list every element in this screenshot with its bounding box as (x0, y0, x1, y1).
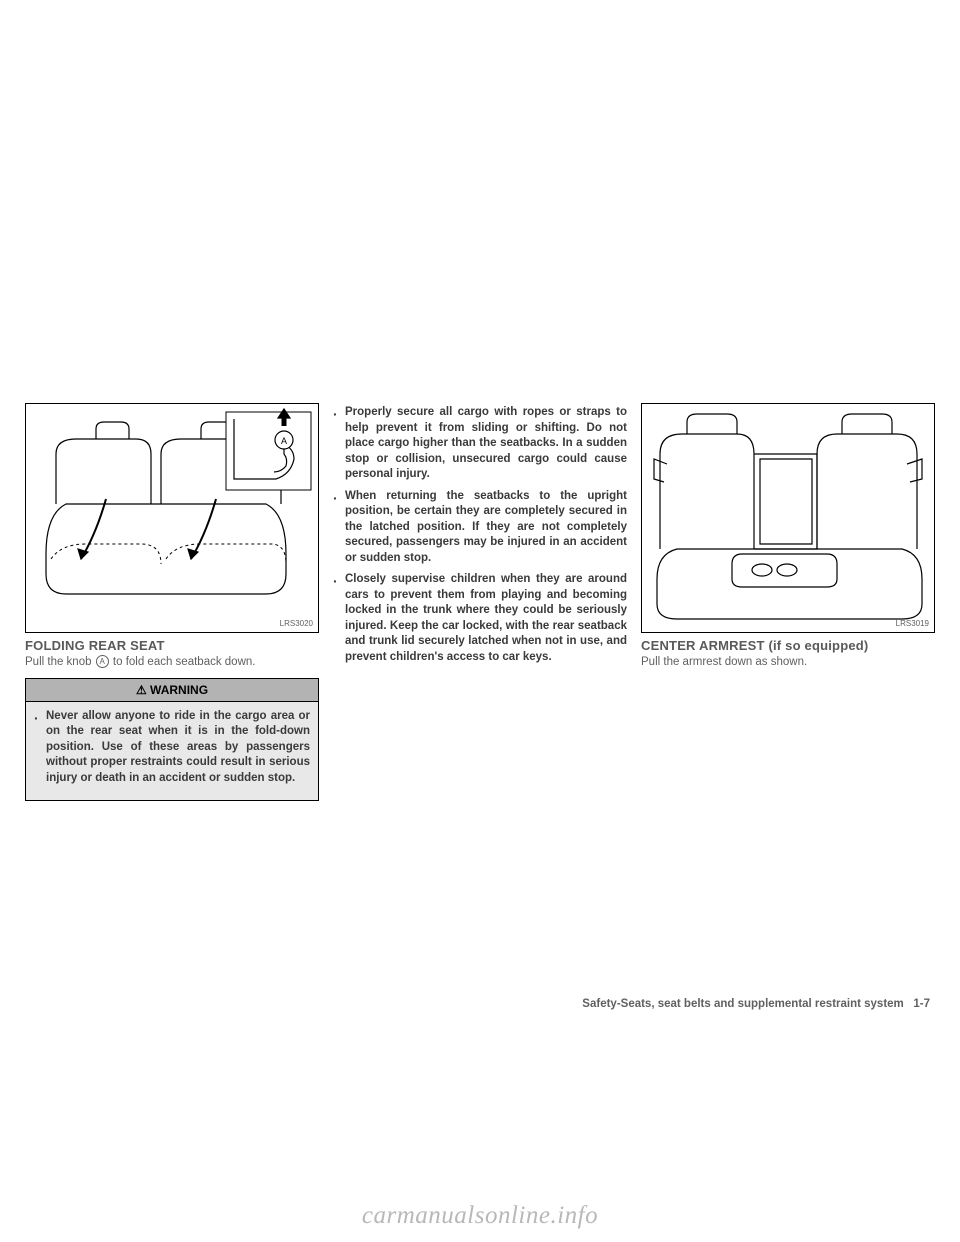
warning-item: When returning the seatbacks to the upri… (333, 489, 627, 567)
knob-indicator: A (96, 655, 109, 668)
armrest-text: Pull the armrest down as shown. (641, 655, 935, 670)
content-columns: A LRS3020 FOLDING REAR SEAT Pull the kno… (25, 403, 935, 801)
warning-list-col1: Never allow anyone to ride in the cargo … (34, 709, 310, 787)
column-2: Properly secure all cargo with ropes or … (333, 403, 627, 801)
column-1: A LRS3020 FOLDING REAR SEAT Pull the kno… (25, 403, 319, 801)
warning-body-col1: Never allow anyone to ride in the cargo … (25, 702, 319, 801)
figure-folding-seat: A LRS3020 (25, 403, 319, 633)
page: A LRS3020 FOLDING REAR SEAT Pull the kno… (0, 0, 960, 1242)
footer-page: 1-7 (913, 998, 930, 1010)
page-footer: Safety-Seats, seat belts and supplementa… (582, 998, 930, 1010)
column-3: LRS3019 CENTER ARMREST (if so equipped) … (641, 403, 935, 801)
warning-icon: ⚠ (136, 683, 147, 697)
warning-header: ⚠ WARNING (25, 678, 319, 702)
warning-list-col2: Properly secure all cargo with ropes or … (333, 403, 627, 671)
folding-text-after: to fold each seatback down. (113, 656, 256, 668)
armrest-illustration (642, 404, 934, 632)
warning-item: Properly secure all cargo with ropes or … (333, 405, 627, 483)
warning-header-text: WARNING (150, 683, 208, 697)
section-title-armrest: CENTER ARMREST (if so equipped) (641, 638, 935, 653)
warning-item: Never allow anyone to ride in the cargo … (34, 709, 310, 787)
inset-letter: A (281, 436, 287, 446)
figure-armrest: LRS3019 (641, 403, 935, 633)
figure-label-2: LRS3019 (896, 619, 929, 628)
folding-seat-illustration: A (26, 404, 318, 632)
folding-text-before: Pull the knob (25, 656, 92, 668)
figure-label-1: LRS3020 (280, 619, 313, 628)
section-title-folding: FOLDING REAR SEAT (25, 638, 319, 653)
footer-section: Safety-Seats, seat belts and supplementa… (582, 998, 903, 1010)
watermark: carmanualsonline.info (0, 1202, 960, 1230)
warning-item: Closely supervise children when they are… (333, 572, 627, 665)
folding-text: Pull the knob A to fold each seatback do… (25, 655, 319, 670)
